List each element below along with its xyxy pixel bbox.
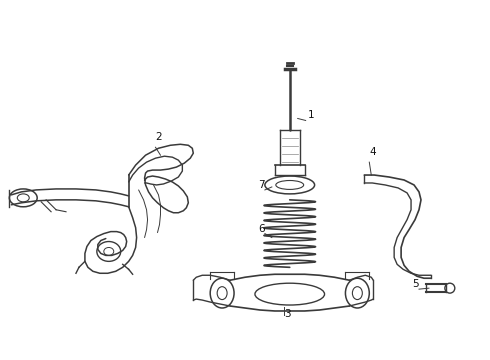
Ellipse shape bbox=[17, 194, 29, 202]
Ellipse shape bbox=[217, 287, 227, 300]
Ellipse shape bbox=[97, 242, 121, 261]
Ellipse shape bbox=[352, 287, 362, 300]
Text: 2: 2 bbox=[155, 132, 162, 142]
Text: 7: 7 bbox=[258, 180, 265, 190]
Text: 5: 5 bbox=[412, 279, 418, 289]
Ellipse shape bbox=[445, 283, 455, 293]
Ellipse shape bbox=[276, 180, 304, 189]
Ellipse shape bbox=[210, 278, 234, 308]
Ellipse shape bbox=[265, 176, 315, 194]
Text: 6: 6 bbox=[258, 224, 265, 234]
Text: 1: 1 bbox=[308, 111, 314, 121]
Text: 4: 4 bbox=[369, 147, 376, 157]
Text: 3: 3 bbox=[284, 309, 291, 319]
Ellipse shape bbox=[104, 247, 114, 255]
Ellipse shape bbox=[9, 189, 37, 207]
Ellipse shape bbox=[255, 283, 324, 305]
Ellipse shape bbox=[345, 278, 369, 308]
